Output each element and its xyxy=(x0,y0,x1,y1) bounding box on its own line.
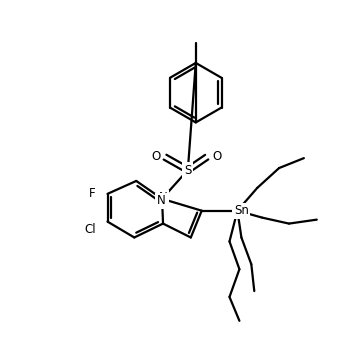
Text: Cl: Cl xyxy=(85,223,96,236)
Text: O: O xyxy=(212,150,221,163)
Text: S: S xyxy=(184,163,191,176)
Text: N: N xyxy=(157,194,165,207)
Text: F: F xyxy=(89,187,96,200)
Text: O: O xyxy=(151,150,161,163)
Text: N: N xyxy=(159,191,167,204)
Text: Sn: Sn xyxy=(234,204,249,217)
